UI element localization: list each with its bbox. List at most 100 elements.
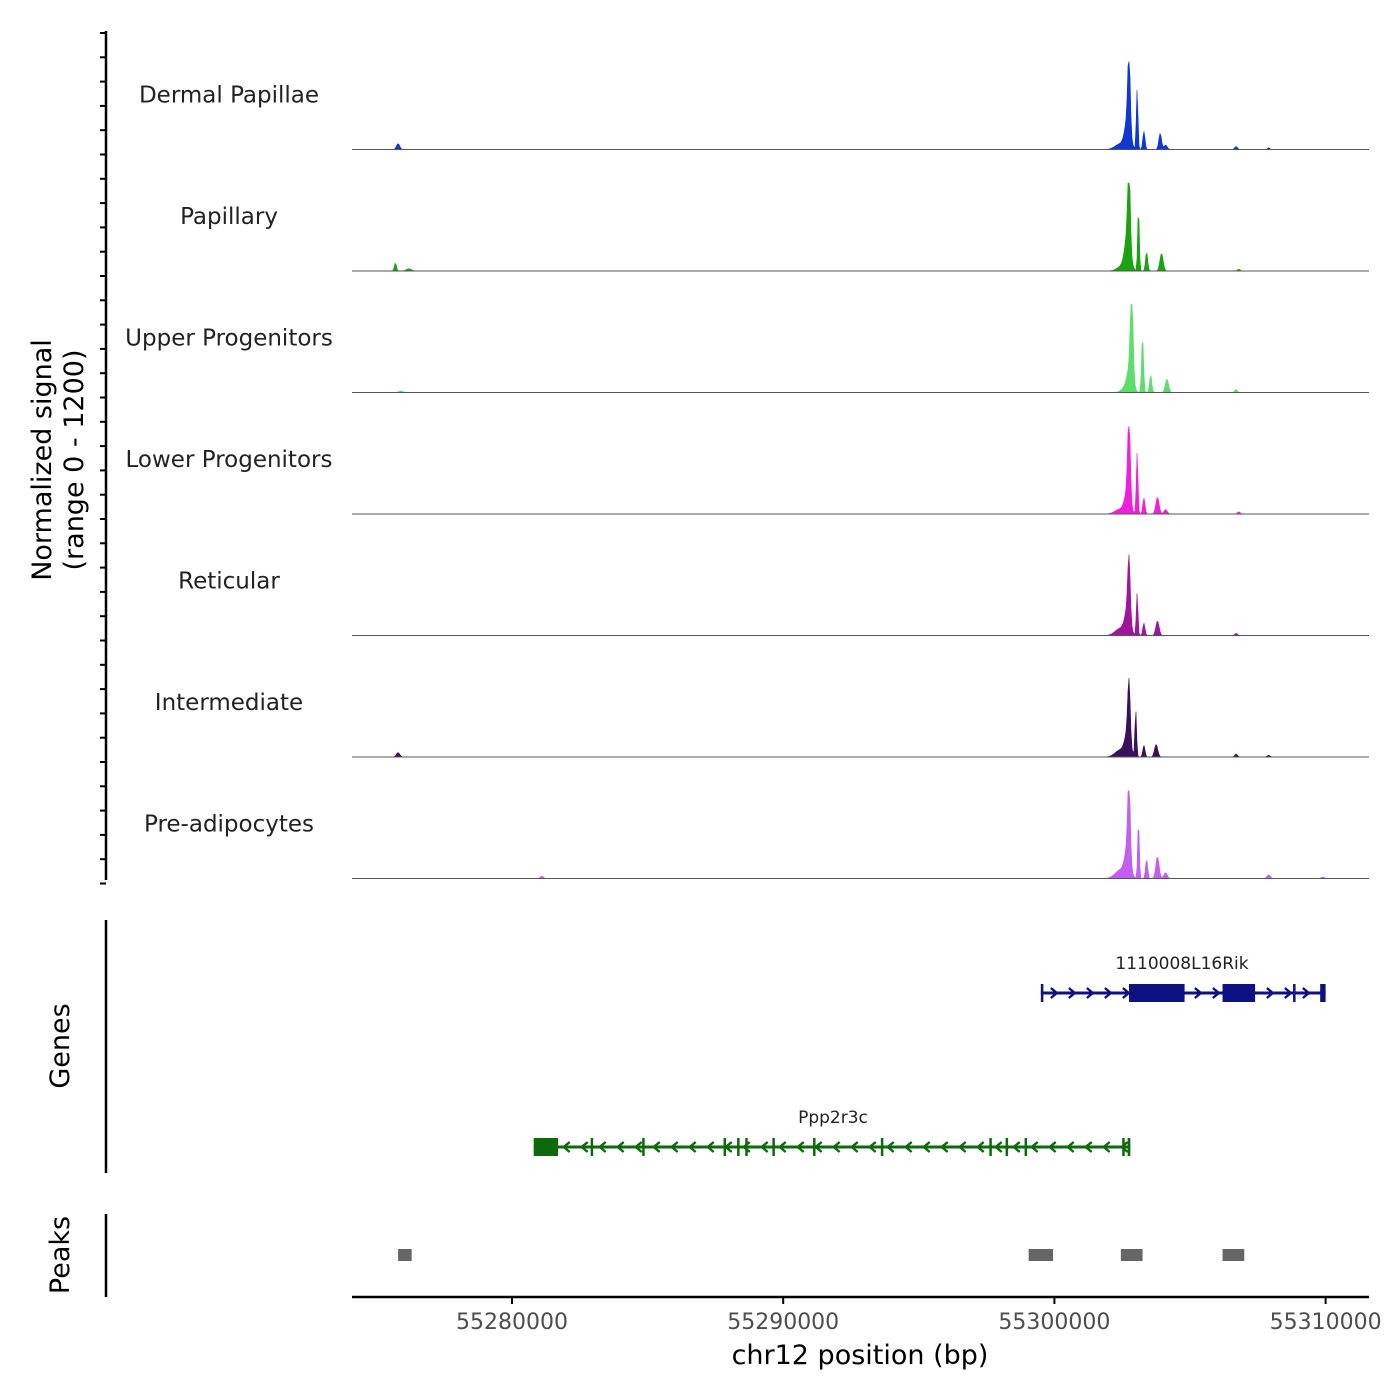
strand-arrow: [921, 1141, 931, 1153]
track-label: Dermal Papillae: [139, 83, 319, 109]
gene-model: 1110008L16Rik: [1040, 954, 1326, 1002]
x-axis-title: chr12 position (bp): [732, 1340, 989, 1371]
gene-exon: [1127, 1138, 1131, 1156]
gene-exon: [1005, 1138, 1009, 1156]
peaks-panel-label: Peaks: [45, 1216, 76, 1294]
track-label: Papillary: [180, 204, 278, 230]
coverage-track: Pre-adipocytes: [144, 789, 1369, 879]
gene-name-label: 1110008L16Rik: [1115, 954, 1248, 974]
gene-exon: [723, 1138, 727, 1156]
track-label: Intermediate: [155, 690, 303, 716]
strand-arrow: [813, 1141, 823, 1153]
strand-arrow: [993, 1141, 1003, 1153]
gene-annotation-panel: Genes 1110008L16Rik Ppp2r3c: [45, 920, 1326, 1173]
gene-name-label: Ppp2r3c: [798, 1108, 868, 1128]
peak-region: [1028, 1249, 1054, 1261]
gene-exon: [1024, 1138, 1028, 1156]
strand-arrow: [795, 1141, 805, 1153]
strand-arrow: [687, 1141, 697, 1153]
peak-region: [398, 1249, 412, 1261]
coverage-tracks: Dermal Papillae Papillary Upper Progenitor…: [125, 61, 1369, 879]
strand-arrow: [831, 1141, 841, 1153]
strand-arrow: [1212, 987, 1221, 999]
gene-exon: [745, 1138, 748, 1156]
y-axis-range-label: (range 0 - 1200): [59, 350, 90, 571]
strand-arrow: [1101, 1141, 1111, 1153]
strand-arrow: [669, 1141, 679, 1153]
gene-exon: [772, 1138, 775, 1156]
strand-arrow: [1050, 987, 1059, 999]
strand-arrow: [849, 1141, 859, 1153]
track-label: Lower Progenitors: [126, 447, 333, 473]
gene-exon: [1293, 984, 1296, 1002]
coverage-area: [352, 182, 1369, 272]
peak-region: [1222, 1249, 1245, 1261]
y-axis: Normalized signal (range 0 - 1200): [27, 31, 108, 885]
strand-arrow: [903, 1141, 913, 1153]
y-axis-title: Normalized signal: [27, 339, 58, 581]
strand-arrow: [651, 1141, 661, 1153]
gene-exon: [533, 1138, 559, 1156]
coverage-track: Reticular: [178, 554, 1369, 636]
coverage-track: Dermal Papillae: [139, 61, 1369, 150]
strand-arrow: [1083, 1141, 1093, 1153]
gene-exon: [880, 1138, 884, 1156]
strand-arrow: [561, 1141, 571, 1153]
strand-arrow: [957, 1141, 967, 1153]
strand-arrow: [939, 1141, 949, 1153]
gene-exon: [1222, 984, 1256, 1002]
strand-arrow: [1122, 987, 1131, 999]
strand-arrow: [1029, 1141, 1039, 1153]
gene-exon: [590, 1138, 594, 1156]
gene-exon: [1320, 984, 1326, 1002]
coverage-area: [352, 554, 1369, 636]
coverage-area: [352, 678, 1369, 758]
strand-arrow: [1119, 1141, 1129, 1153]
gene-model: Ppp2r3c: [533, 1108, 1131, 1156]
strand-arrow: [705, 1141, 715, 1153]
strand-arrow: [597, 1141, 607, 1153]
track-label: Reticular: [178, 569, 280, 595]
x-tick-label: 55300000: [998, 1310, 1110, 1335]
coverage-track: Intermediate: [155, 678, 1369, 758]
strand-arrow: [579, 1141, 589, 1153]
gene-exon: [1122, 1138, 1125, 1156]
strand-arrow: [1086, 987, 1095, 999]
peak-region: [1120, 1249, 1143, 1261]
gene-exon: [642, 1138, 645, 1156]
strand-arrow: [1302, 987, 1311, 999]
x-tick-label: 55280000: [456, 1310, 568, 1335]
strand-arrow: [1266, 987, 1275, 999]
strand-arrow: [1065, 1141, 1075, 1153]
strand-arrow: [759, 1141, 769, 1153]
x-tick-label: 55310000: [1270, 1310, 1382, 1335]
strand-arrow: [867, 1141, 877, 1153]
coverage-track: Lower Progenitors: [126, 425, 1369, 515]
strand-arrow: [633, 1141, 643, 1153]
strand-arrow: [1068, 987, 1077, 999]
gene-exon: [989, 1138, 992, 1156]
strand-arrow: [1104, 987, 1113, 999]
strand-arrow: [975, 1141, 985, 1153]
y-axis-minor-ticks: [100, 32, 106, 885]
gene-exon: [813, 1138, 816, 1156]
track-label: Pre-adipocytes: [144, 812, 314, 838]
coverage-area: [352, 304, 1369, 393]
strand-arrow: [1011, 1141, 1021, 1153]
coverage-area: [352, 61, 1369, 150]
x-axis-ticks: 55280000 55290000 55300000 55310000: [456, 1297, 1382, 1335]
strand-arrow: [885, 1141, 895, 1153]
peak-panel: Peaks: [45, 1214, 1245, 1297]
gene-exon: [737, 1138, 740, 1156]
gene-exon: [1040, 984, 1044, 1002]
coverage-track: Papillary: [180, 182, 1369, 272]
strand-arrow: [615, 1141, 625, 1153]
strand-arrow: [1194, 987, 1203, 999]
x-axis: 55280000 55290000 55300000 55310000 chr12 p…: [352, 1295, 1382, 1371]
coverage-area: [352, 425, 1369, 515]
genes-panel-label: Genes: [45, 1003, 76, 1088]
coverage-track: Upper Progenitors: [125, 304, 1369, 393]
coverage-area: [352, 789, 1369, 879]
strand-arrow: [1284, 987, 1293, 999]
